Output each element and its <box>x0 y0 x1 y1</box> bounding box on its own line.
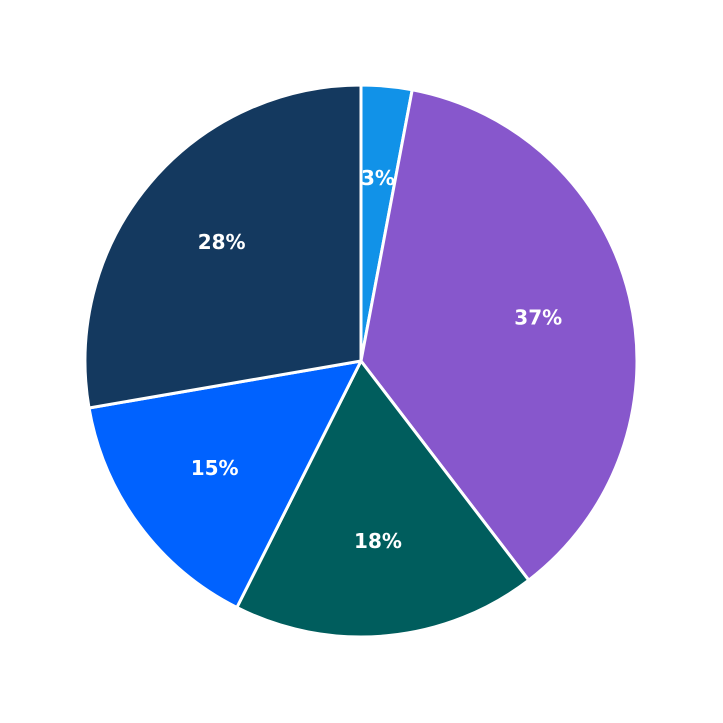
slice-label: 15% <box>191 456 239 480</box>
pie-slice <box>87 359 363 609</box>
pie-slice <box>83 83 363 410</box>
slice-label: 3% <box>361 166 395 190</box>
slice-label: 37% <box>514 305 562 329</box>
pie-slice <box>235 359 531 639</box>
slice-label: 28% <box>198 230 246 254</box>
slice-label: 18% <box>354 529 402 553</box>
pie-slice <box>359 88 639 582</box>
